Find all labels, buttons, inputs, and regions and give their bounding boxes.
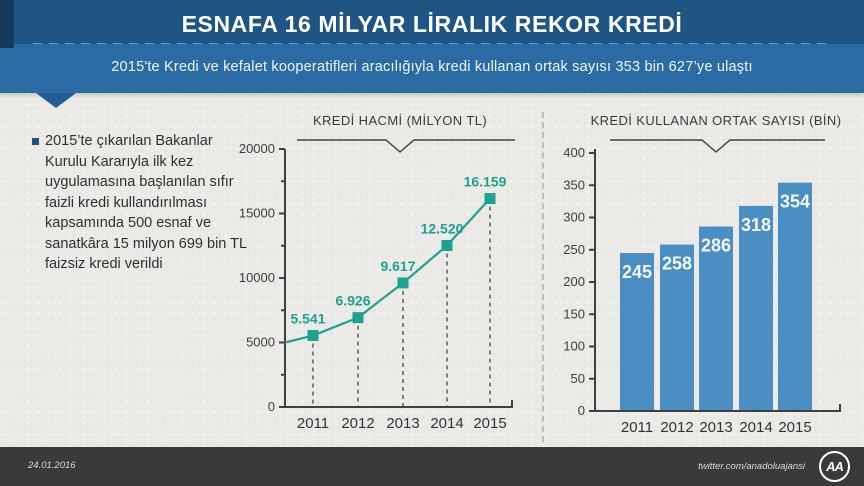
y-tick-label: 400 bbox=[563, 145, 585, 160]
data-point-marker bbox=[352, 312, 364, 324]
value-label: 16.159 bbox=[464, 174, 507, 190]
y-tick-label: 20000 bbox=[239, 141, 275, 156]
value-label: 12.520 bbox=[421, 220, 464, 236]
y-tick-label: 300 bbox=[563, 210, 585, 225]
x-tick-label: 2012 bbox=[660, 419, 693, 436]
title-notch-line bbox=[297, 139, 515, 153]
bar-value-label: 258 bbox=[662, 254, 692, 274]
title-band: ESNAFA 16 MİLYAR LİRALIK REKOR KREDİ bbox=[0, 0, 864, 44]
subtitle-band: 2015'te Kredi ve kefalet kooperatifleri … bbox=[0, 44, 864, 93]
y-tick-label: 350 bbox=[563, 177, 585, 192]
bar bbox=[739, 205, 773, 411]
value-label: 5.541 bbox=[290, 311, 325, 327]
footer-credits: twitter.com/anadoluajansi AA bbox=[698, 447, 850, 486]
footer-date: 24.01.2016 bbox=[28, 460, 76, 471]
x-tick-label: 2015 bbox=[778, 419, 811, 436]
twitter-handle: twitter.com/anadoluajansi bbox=[698, 461, 805, 472]
y-tick-label: 100 bbox=[563, 339, 585, 354]
x-tick-label: 2011 bbox=[297, 415, 329, 432]
x-tick-label: 2013 bbox=[699, 419, 732, 436]
page-subtitle: 2015'te Kredi ve kefalet kooperatifleri … bbox=[111, 58, 753, 75]
ribbon-fold bbox=[0, 0, 14, 48]
y-tick-label: 200 bbox=[563, 274, 585, 289]
note-block: 2015’te çıkarılan Bakanlar Kurulu Kararı… bbox=[32, 131, 250, 275]
title-notch-line bbox=[610, 139, 825, 153]
header-banner: ESNAFA 16 MİLYAR LİRALIK REKOR KREDİ 201… bbox=[0, 0, 864, 93]
y-tick-label: 5000 bbox=[246, 335, 275, 350]
pointer-triangle-icon bbox=[36, 93, 76, 108]
anadolu-agency-logo: AA bbox=[819, 451, 850, 482]
x-tick-label: 2014 bbox=[739, 419, 772, 436]
bar bbox=[778, 182, 812, 411]
bar bbox=[620, 252, 654, 411]
data-point-marker bbox=[397, 277, 409, 289]
x-tick-label: 2012 bbox=[341, 415, 374, 432]
line-plot-area: 0 5000 10000 15000 20000 5.541 2011 6.926 2012 9.… bbox=[239, 141, 513, 432]
data-point-marker bbox=[441, 239, 453, 251]
bar-value-label: 354 bbox=[780, 192, 810, 212]
y-tick-label: 0 bbox=[268, 399, 275, 414]
note-text: 2015’te çıkarılan Bakanlar Kurulu Kararı… bbox=[45, 133, 247, 272]
data-point-marker bbox=[484, 193, 496, 205]
page-title: ESNAFA 16 MİLYAR LİRALIK REKOR KREDİ bbox=[181, 10, 683, 37]
bullet-square-icon bbox=[32, 138, 39, 145]
data-point-marker bbox=[307, 330, 319, 342]
x-tick-label: 2014 bbox=[430, 415, 463, 432]
bar-value-label: 245 bbox=[622, 262, 652, 282]
x-tick-label: 2011 bbox=[621, 419, 653, 436]
bar-chart-title: KREDİ KULLANAN ORTAK SAYISI (BİN) bbox=[591, 113, 842, 128]
bar-plot-area: 0 50 100 150 200 250 300 350 400 245 2011 258 2012 28… bbox=[563, 145, 841, 436]
y-tick-label: 50 bbox=[571, 371, 585, 386]
bar bbox=[660, 244, 694, 411]
chart-separator bbox=[542, 112, 544, 442]
partners-bar-chart: KREDİ KULLANAN ORTAK SAYISI (BİN) 0 50 100… bbox=[563, 113, 842, 436]
footer-bar: 24.01.2016 twitter.com/anadoluajansi AA bbox=[0, 447, 864, 486]
y-tick-label: 10000 bbox=[239, 270, 275, 285]
y-tick-label: 250 bbox=[563, 242, 585, 257]
credit-volume-line-chart: KREDİ HACMİ (MİLYON TL) 0 5000 10000 15000 2… bbox=[239, 113, 515, 432]
bar-value-label: 286 bbox=[701, 236, 731, 256]
value-label: 6.926 bbox=[335, 293, 370, 309]
bar-value-label: 318 bbox=[741, 215, 771, 235]
y-tick-label: 150 bbox=[563, 306, 585, 321]
y-tick-label: 15000 bbox=[239, 206, 275, 221]
x-tick-label: 2015 bbox=[473, 415, 506, 432]
axes bbox=[594, 149, 841, 412]
axes bbox=[284, 149, 513, 408]
bar bbox=[699, 226, 733, 411]
x-tick-label: 2013 bbox=[386, 415, 419, 432]
line-chart-title: KREDİ HACMİ (MİLYON TL) bbox=[313, 113, 487, 128]
y-tick-label: 0 bbox=[578, 403, 585, 418]
value-label: 9.617 bbox=[380, 258, 415, 274]
